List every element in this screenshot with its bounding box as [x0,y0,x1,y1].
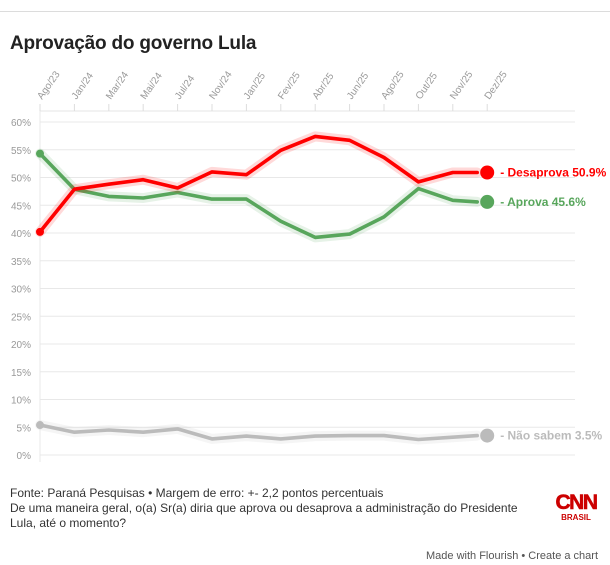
y-tick-label: 55% [11,146,31,157]
cnn-logo-text: CNN [556,491,597,514]
y-tick-label: 15% [11,368,31,379]
x-tick-label: Jan/24 [70,70,96,101]
nao-sabem-end-label: - Não sabem 3.5% [500,429,602,443]
cnn-brasil-logo: CNN BRASIL [555,491,598,522]
x-tick-label: Abr/25 [311,71,337,102]
made-with-flourish-link[interactable]: Made with Flourish [426,550,519,562]
y-tick-label: 60% [11,118,31,129]
flourish-credit: Made with Flourish • Create a chart [426,550,598,562]
aprova-start-point [36,149,44,158]
nao-sabem-line [38,423,479,442]
y-tick-label: 45% [11,201,31,212]
aprova-end-point [480,194,495,209]
nao-sabem-end-point [480,428,495,443]
x-tick-label: Out/25 [414,70,440,101]
x-tick-label: Mar/24 [104,70,131,102]
brasil-logo-text: BRASIL [561,513,591,522]
question-note: De uma maneira geral, o(a) Sr(a) diria q… [10,501,518,530]
line-chart: 0% 5% 10% 15% 20% 25% 30% 35% 40% 45% 50% 55% 60% Ago… [11,69,607,462]
x-tick-label: Jun/25 [345,70,371,101]
chart-footer: Fonte: Paraná Pesquisas • Margem de erro… [10,486,540,531]
aprova-end-label: - Aprova 45.6% [500,195,586,209]
x-tick-label: Mai/24 [139,70,165,101]
desaprova-line [38,134,479,234]
desaprova-start-point [36,227,44,236]
y-tick-label: 20% [11,340,31,351]
x-tick-label: Jul/24 [173,73,198,102]
y-tick-label: 30% [11,285,31,296]
y-tick-label: 5% [17,423,32,434]
y-tick-label: 50% [11,174,31,185]
aprova-line [38,151,479,240]
y-tick-label: 10% [11,396,31,407]
x-tick-label: Jan/25 [242,70,268,101]
x-tick-label: Ago/23 [35,69,62,102]
x-tick-label: Dez/25 [483,69,510,102]
x-tick-label: Nov/25 [448,69,475,102]
desaprova-end-point [480,165,495,180]
desaprova-end-label: - Desaprova 50.9% [500,166,606,180]
y-tick-label: 40% [11,229,31,240]
top-divider [0,11,610,12]
x-tick-label: Ago/25 [379,69,406,102]
x-tick-label: Fev/25 [276,70,303,102]
credit-separator: • [518,550,529,562]
y-tick-label: 25% [11,312,31,323]
nao-sabem-start-point [36,421,44,430]
chart-title: Aprovação do governo Lula [10,33,257,54]
create-chart-link[interactable]: Create a chart [528,550,598,562]
x-tick-label: Nov/24 [207,69,234,102]
y-tick-label: 0% [17,451,32,462]
source-note: Fonte: Paraná Pesquisas • Margem de erro… [10,486,384,500]
y-tick-label: 35% [11,257,31,268]
